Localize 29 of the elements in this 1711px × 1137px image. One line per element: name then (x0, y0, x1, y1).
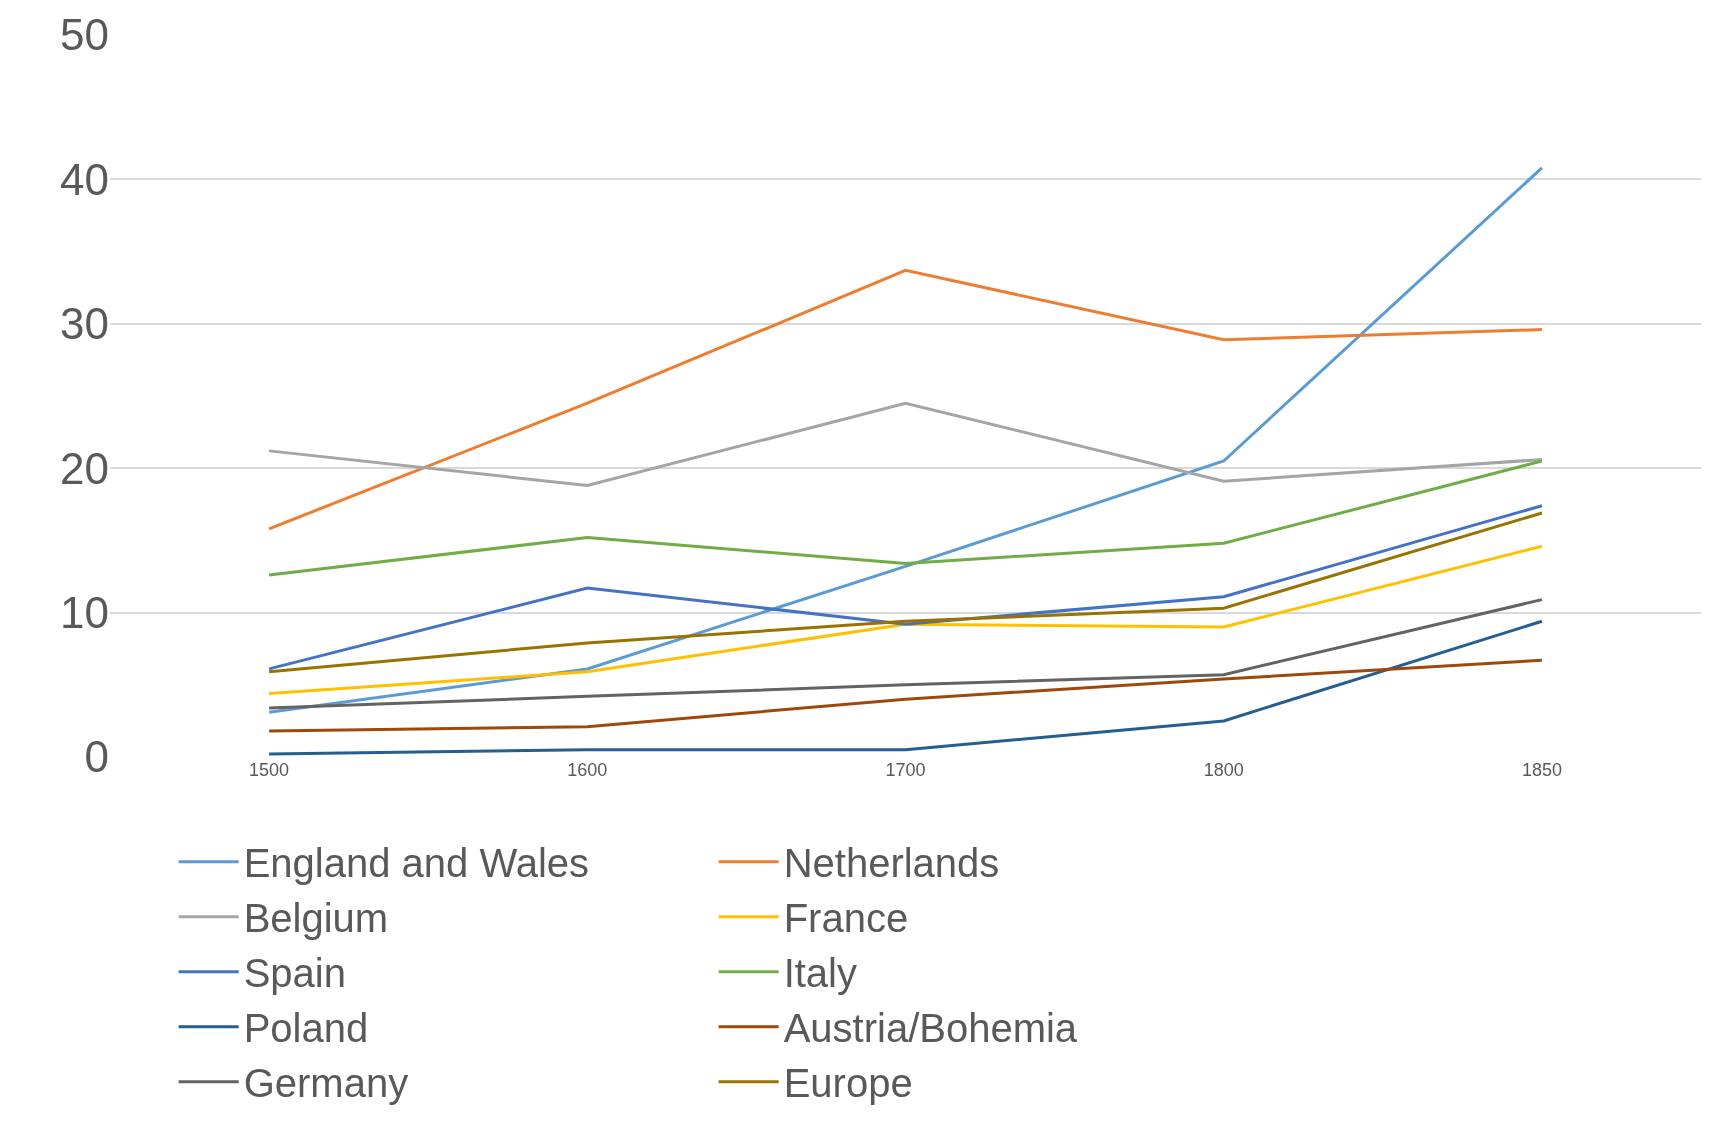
legend-label: Europe (783, 1061, 913, 1106)
legend-label: Italy (783, 951, 857, 996)
legend-label: Belgium (243, 896, 389, 941)
x-tick-label: 1500 (249, 760, 290, 780)
line-series (267, 401, 1544, 488)
line-series (267, 598, 1544, 710)
y-tick-label: 20 (60, 443, 109, 493)
legend-label: Austria/Bohemia (783, 1006, 1078, 1051)
line-series (267, 459, 1544, 577)
line-series (267, 268, 1544, 531)
x-tick-label: 1700 (885, 760, 926, 780)
line-series (267, 544, 1544, 695)
y-tick-label: 10 (60, 588, 109, 637)
legend-label: England and Wales (243, 841, 590, 886)
legend-label: Germany (243, 1061, 409, 1106)
legend-label: Spain (243, 951, 346, 996)
legend-label: Poland (243, 1006, 369, 1051)
line-series (267, 166, 1544, 714)
x-tick-label: 1850 (1521, 760, 1562, 780)
y-tick-label: 50 (60, 10, 109, 60)
legend-label: France (783, 896, 909, 941)
x-tick-label: 1600 (567, 760, 608, 780)
y-tick-label: 30 (60, 299, 109, 349)
line-series (267, 619, 1544, 756)
y-tick-label: 0 (84, 732, 109, 782)
line-series (267, 658, 1544, 733)
y-tick-label: 40 (60, 154, 109, 204)
legend-label: Netherlands (783, 841, 1000, 886)
x-tick-label: 1800 (1203, 760, 1244, 780)
